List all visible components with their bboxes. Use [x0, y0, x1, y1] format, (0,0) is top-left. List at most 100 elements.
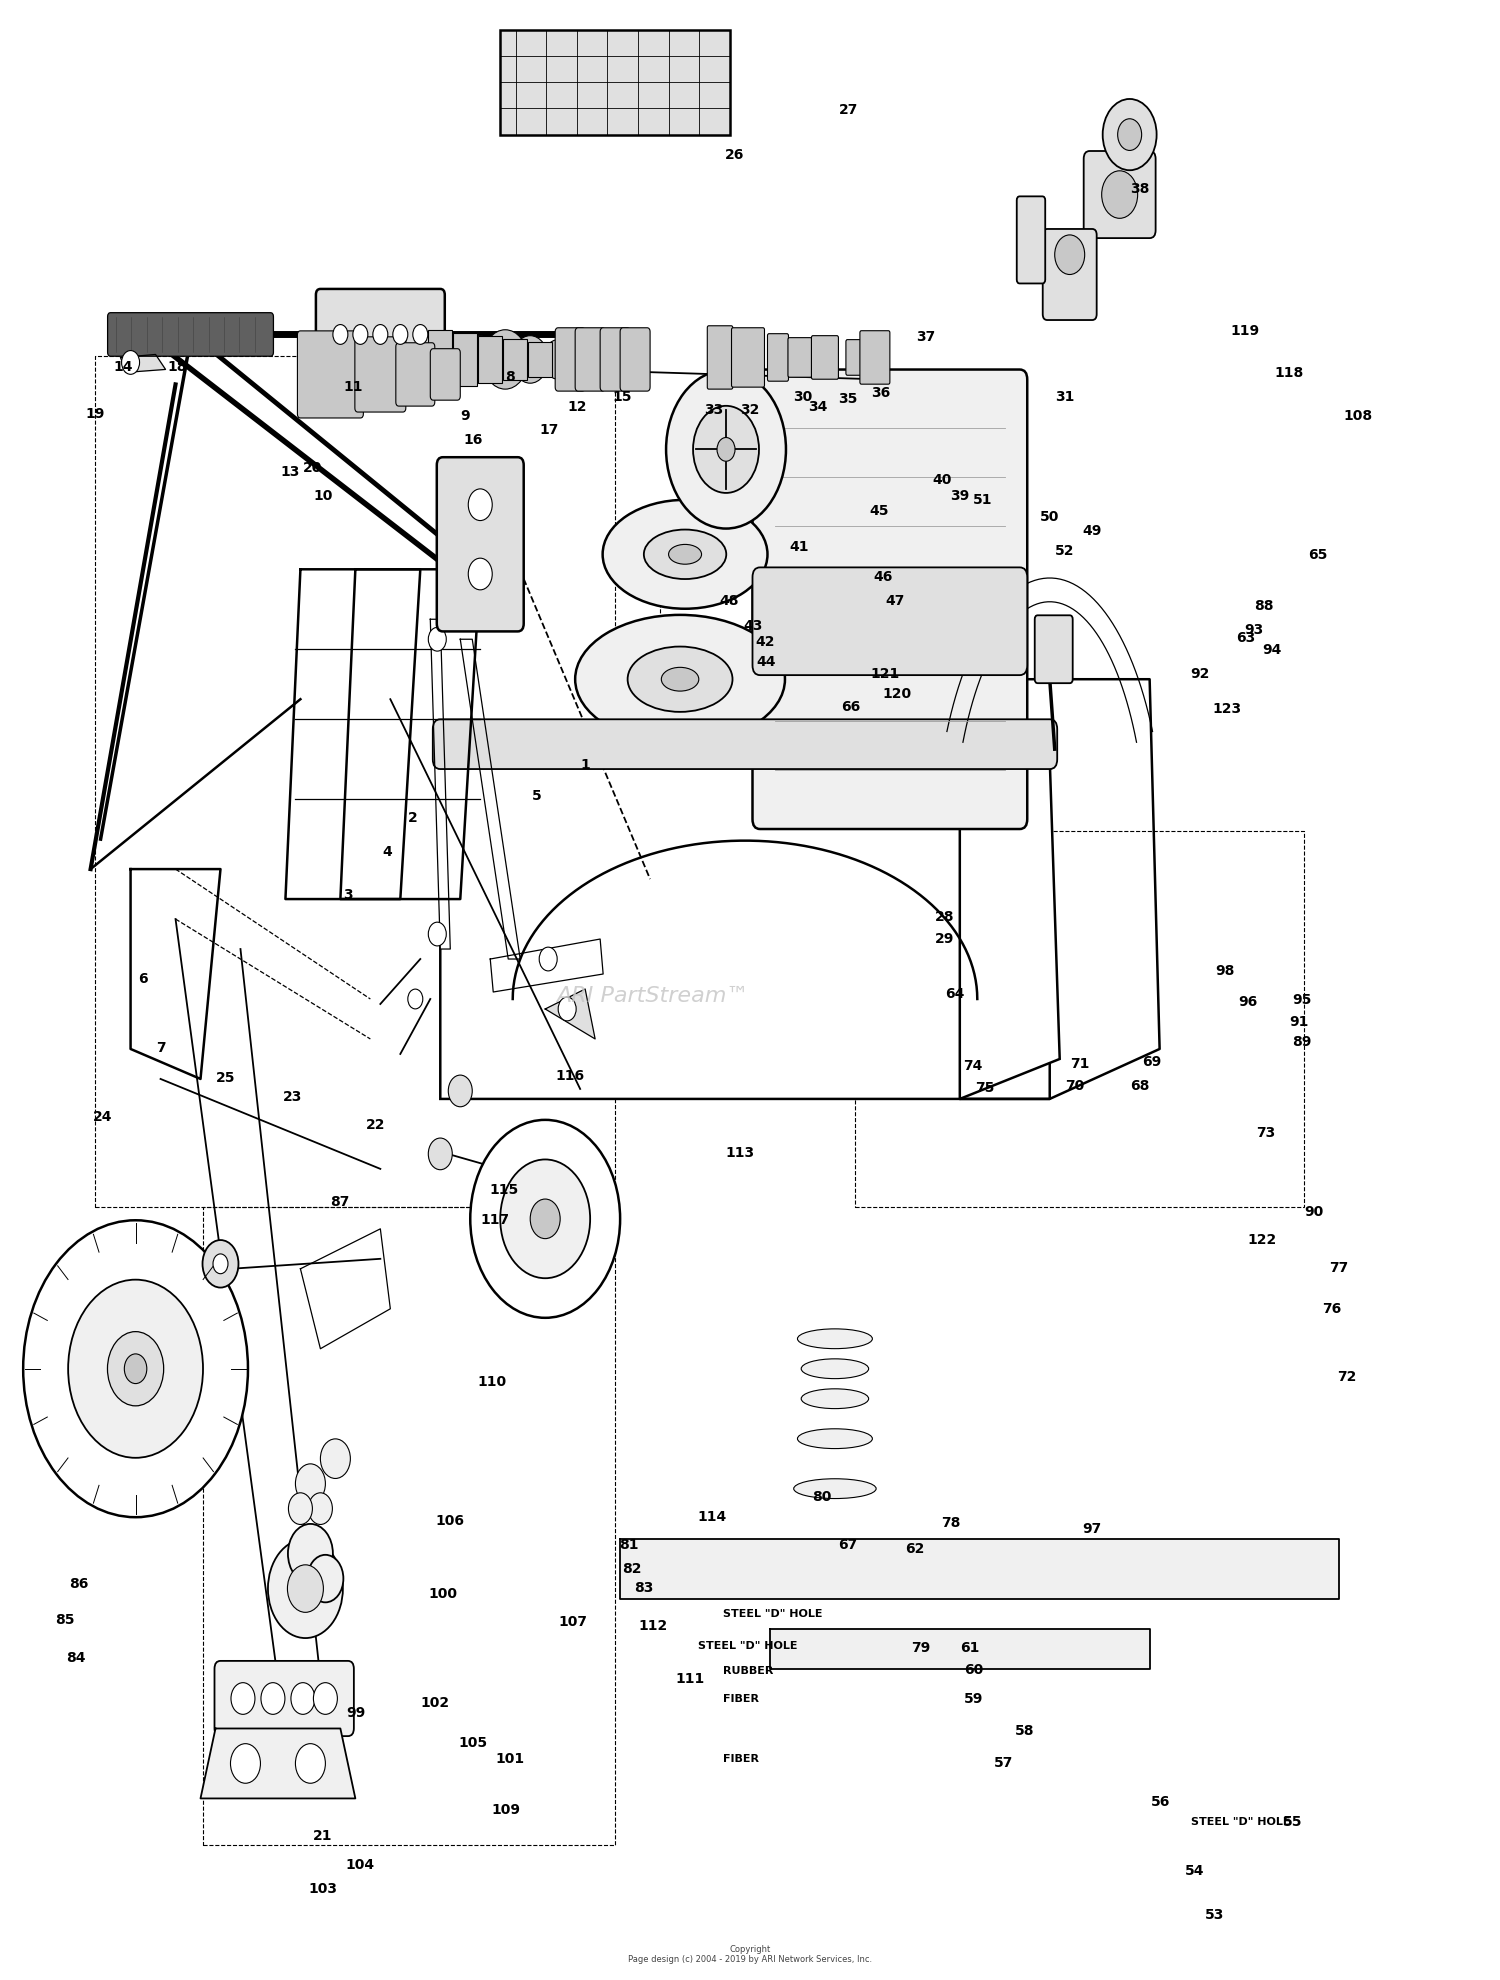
Text: FIBER: FIBER [723, 1693, 759, 1703]
Text: 37: 37 [915, 331, 934, 345]
Ellipse shape [644, 531, 726, 580]
Text: 54: 54 [1185, 1863, 1204, 1877]
Text: 101: 101 [495, 1750, 525, 1764]
Ellipse shape [603, 501, 768, 610]
Text: 76: 76 [1322, 1301, 1341, 1315]
Text: STEEL "D" HOLE: STEEL "D" HOLE [698, 1639, 796, 1649]
Text: 38: 38 [1130, 182, 1149, 196]
Circle shape [422, 343, 448, 378]
Circle shape [483, 331, 528, 390]
Text: 110: 110 [477, 1374, 507, 1388]
Text: 97: 97 [1082, 1521, 1101, 1534]
Text: 13: 13 [280, 465, 300, 479]
Text: RUBBER: RUBBER [723, 1665, 774, 1675]
Text: 4: 4 [382, 845, 392, 859]
Text: 20: 20 [303, 461, 322, 475]
FancyBboxPatch shape [1083, 152, 1155, 240]
Text: 67: 67 [839, 1536, 856, 1550]
Circle shape [429, 923, 447, 946]
Circle shape [558, 998, 576, 1022]
Text: 21: 21 [314, 1828, 333, 1841]
Text: 22: 22 [366, 1117, 386, 1131]
Text: 108: 108 [1344, 410, 1372, 424]
Text: 51: 51 [972, 493, 992, 507]
Text: 7: 7 [156, 1040, 166, 1055]
Circle shape [296, 1744, 326, 1784]
Text: 63: 63 [1236, 632, 1256, 645]
Circle shape [462, 337, 498, 384]
FancyBboxPatch shape [753, 370, 1028, 830]
Text: 123: 123 [1212, 703, 1240, 717]
Polygon shape [430, 620, 450, 950]
Text: 36: 36 [871, 386, 889, 400]
Text: 113: 113 [724, 1144, 754, 1158]
Text: 34: 34 [808, 400, 826, 414]
Text: 57: 57 [993, 1754, 1012, 1768]
Text: 59: 59 [963, 1691, 982, 1705]
Ellipse shape [801, 1390, 868, 1410]
Text: 71: 71 [1070, 1055, 1089, 1071]
Circle shape [291, 1683, 315, 1715]
Text: 87: 87 [330, 1194, 350, 1208]
Text: 39: 39 [950, 489, 969, 503]
Circle shape [268, 1538, 344, 1637]
Text: 3: 3 [344, 889, 352, 903]
Text: STEEL "D" HOLE: STEEL "D" HOLE [723, 1608, 822, 1618]
FancyBboxPatch shape [500, 30, 730, 135]
Text: 78: 78 [940, 1515, 960, 1529]
Text: 30: 30 [794, 390, 812, 404]
Ellipse shape [794, 1479, 876, 1499]
Polygon shape [770, 1630, 1149, 1669]
Circle shape [288, 1525, 333, 1584]
FancyBboxPatch shape [846, 341, 864, 376]
Polygon shape [300, 1230, 390, 1348]
Ellipse shape [801, 1358, 868, 1378]
FancyBboxPatch shape [788, 339, 812, 378]
Text: 88: 88 [1254, 600, 1274, 614]
Text: 107: 107 [558, 1614, 588, 1628]
Text: 86: 86 [69, 1576, 88, 1590]
Text: 56: 56 [1150, 1794, 1170, 1808]
Polygon shape [460, 640, 520, 960]
Bar [453, 333, 477, 386]
Text: 33: 33 [705, 404, 723, 418]
Polygon shape [340, 570, 480, 899]
Text: 118: 118 [1275, 366, 1304, 380]
Text: 92: 92 [1190, 667, 1209, 681]
Text: 43: 43 [744, 620, 762, 634]
Circle shape [538, 948, 556, 972]
Text: 72: 72 [1336, 1368, 1356, 1382]
Text: 80: 80 [812, 1489, 831, 1503]
Circle shape [1054, 236, 1084, 275]
Circle shape [333, 325, 348, 345]
Text: 49: 49 [1082, 525, 1101, 539]
Text: 64: 64 [945, 986, 964, 1002]
FancyBboxPatch shape [356, 339, 407, 414]
FancyBboxPatch shape [708, 327, 734, 390]
Circle shape [122, 350, 140, 374]
Text: 55: 55 [1282, 1814, 1302, 1828]
Text: 94: 94 [1262, 644, 1281, 657]
FancyBboxPatch shape [732, 329, 765, 388]
Circle shape [68, 1279, 203, 1457]
Circle shape [413, 325, 428, 345]
Text: 26: 26 [726, 148, 744, 162]
Text: 58: 58 [1014, 1723, 1034, 1736]
Bar [503, 339, 526, 380]
Text: 68: 68 [1130, 1077, 1149, 1091]
Text: 8: 8 [506, 370, 515, 384]
Ellipse shape [669, 544, 702, 564]
Text: 79: 79 [910, 1639, 930, 1653]
Text: 61: 61 [960, 1639, 980, 1653]
Circle shape [530, 1200, 560, 1239]
Circle shape [213, 1253, 228, 1273]
Text: 90: 90 [1304, 1204, 1323, 1218]
Circle shape [471, 1121, 620, 1319]
Circle shape [429, 1138, 453, 1170]
Text: Copyright
Page design (c) 2004 - 2019 by ARI Network Services, Inc.: Copyright Page design (c) 2004 - 2019 by… [628, 1944, 872, 1964]
Bar [94, 356, 615, 1208]
Text: 19: 19 [86, 408, 105, 422]
Text: 27: 27 [839, 103, 858, 117]
Text: 47: 47 [885, 594, 904, 608]
Circle shape [314, 1683, 338, 1715]
